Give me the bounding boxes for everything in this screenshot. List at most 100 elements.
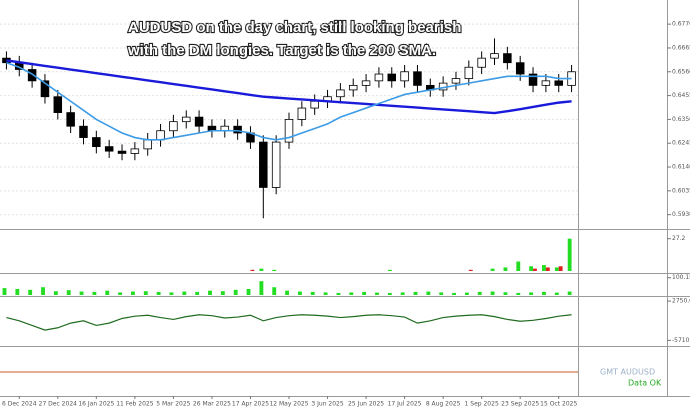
status-symbol: GMT AUDUSD [600,368,655,377]
bar [2,288,7,295]
x-tick-label: 23 Sep 2025 [501,401,539,408]
bar [362,291,367,295]
bar [118,292,123,295]
bar [503,292,508,295]
candle-body [194,116,204,127]
bar [413,291,418,295]
candle-body [104,146,114,152]
y-tick-label: 2750.0 [672,298,690,305]
bar [529,266,534,271]
y-tick-label: 27.2 [672,235,686,242]
x-tick-label: 3 Jun 2025 [311,401,343,408]
candle-body [40,80,50,98]
bar [310,291,315,295]
candle-body [181,116,191,123]
status-data: Data OK [628,379,662,388]
annotation-line-2: with the DM longies. Target is the 200 S… [127,42,436,59]
candle-body [554,80,563,86]
candle-body [169,121,178,132]
bar [41,287,45,295]
bar [554,267,559,271]
line-series [6,59,572,115]
candle-body [259,141,268,188]
x-tick-label: 27 Dec 2024 [39,401,78,408]
candle-body [271,141,281,188]
candle-body [361,80,371,86]
bar [220,291,225,295]
bar [92,291,97,295]
x-tick-label: 11 Feb 2025 [116,401,154,408]
candle-body [297,107,307,120]
bar [452,292,456,295]
bar [529,292,534,295]
bar [542,265,546,271]
bar [516,292,521,295]
candle-body [387,73,397,82]
bar [285,290,289,295]
bar [375,292,379,295]
x-tick-label: 26 Mar 2025 [193,401,231,408]
bar [516,261,521,271]
candle-body [92,137,101,148]
bar [156,291,161,295]
x-tick-label: 6 Dec 2024 [2,401,37,408]
candle-body [79,125,88,138]
bar [387,292,392,295]
bar [387,269,392,271]
candle-body [515,62,525,75]
y-tick-label: 0.6665 [672,44,690,51]
bar [66,290,71,295]
panel-frames [0,0,690,397]
bar [79,291,84,295]
bar [169,292,174,295]
bar [233,289,238,295]
candle-body [66,112,75,127]
bar [336,292,341,295]
bar [297,291,302,295]
candle-body [490,53,499,59]
bar [400,292,405,295]
bar [439,292,444,295]
x-tick-label: 1 Sep 2025 [465,401,499,408]
candle-body [310,100,319,109]
candle-body [336,89,345,98]
bar [182,291,187,295]
bar [490,291,495,295]
line-series [6,314,572,331]
candle-body [53,96,63,113]
x-tick-label: 12 May 2025 [269,401,308,408]
bar [323,292,328,295]
bar [195,291,200,295]
x-tick-label: 15 Oct 2025 [540,401,577,408]
bar [53,291,58,295]
x-tick-label: 17 Apr 2025 [232,401,269,408]
candle-body [284,119,294,143]
bar [468,269,473,271]
bar [143,291,148,295]
candle-body [464,66,474,79]
bar [477,291,482,295]
candle-body [130,148,140,154]
candle-body [451,78,461,84]
bar [250,269,255,271]
bar [259,268,264,271]
y-tick-label: 0.6455 [672,92,690,99]
bar [208,290,212,295]
candle-body [541,80,551,86]
bar [503,267,508,271]
bar [272,269,277,271]
bar [272,287,277,295]
x-tick-label: 8 Aug 2025 [426,401,461,408]
candle-body [374,73,384,82]
y-tick-label: 0.6035 [672,187,690,194]
bar [259,281,264,295]
candle-body [503,53,512,64]
bar [558,266,563,271]
candle-body [400,71,409,82]
candle-body [233,125,242,134]
